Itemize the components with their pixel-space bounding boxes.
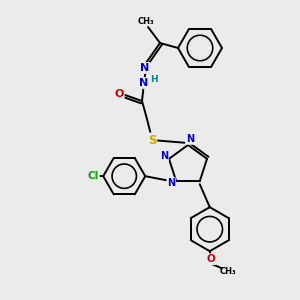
Text: O: O bbox=[114, 89, 124, 99]
Text: S: S bbox=[148, 134, 156, 146]
Text: CH₃: CH₃ bbox=[219, 267, 236, 276]
Text: CH₃: CH₃ bbox=[138, 17, 154, 26]
Text: N: N bbox=[160, 151, 168, 161]
Text: N: N bbox=[140, 78, 148, 88]
Text: N: N bbox=[186, 134, 194, 144]
Text: O: O bbox=[206, 254, 215, 264]
Text: Cl: Cl bbox=[88, 171, 99, 181]
Text: N: N bbox=[167, 178, 175, 188]
Text: H: H bbox=[150, 74, 158, 83]
Text: N: N bbox=[140, 63, 150, 73]
